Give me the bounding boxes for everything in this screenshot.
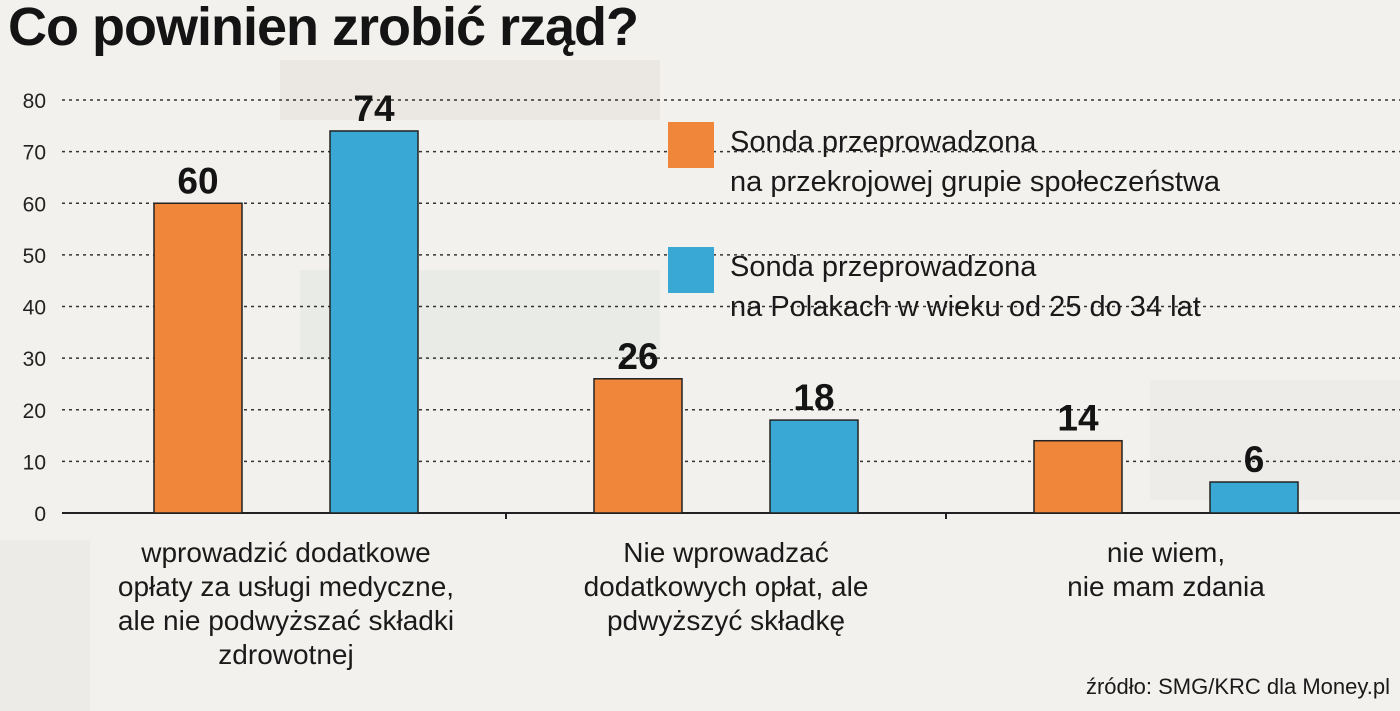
- legend-swatch-series-1: [668, 122, 714, 168]
- y-tick-label: 80: [23, 90, 46, 113]
- bar-series-2-cat-1: [329, 130, 419, 514]
- category-label-1: wprowadzić dodatkowe opłaty za usługi me…: [117, 537, 455, 670]
- value-label-series-1-cat-2: 26: [617, 336, 658, 377]
- value-label-series-1-cat-3: 14: [1057, 398, 1099, 439]
- y-tick-label: 20: [23, 400, 46, 423]
- value-label-series-2-cat-1: 74: [353, 88, 395, 129]
- legend-label-series-2: Sonda przeprowadzona na Polakach w wieku…: [730, 251, 1201, 323]
- source-note: źródło: SMG/KRC dla Money.pl: [1085, 674, 1390, 699]
- bar-series-1-cat-2: [593, 378, 683, 514]
- legend-swatch-series-2: [668, 247, 714, 293]
- bar-series-2-cat-2: [769, 419, 859, 514]
- bar-series-1-cat-3: [1033, 439, 1123, 514]
- y-tick-label: 30: [23, 348, 46, 371]
- value-label-series-2-cat-2: 18: [793, 377, 834, 418]
- category-label-3: nie wiem, nie mam zdania: [1067, 537, 1265, 602]
- y-tick-label: 10: [23, 451, 46, 474]
- bar-series-2-cat-3: [1209, 481, 1299, 514]
- y-tick-label: 40: [23, 297, 46, 320]
- y-tick-label: 0: [34, 503, 46, 526]
- bar-series-1-cat-1: [153, 202, 243, 514]
- chart-title: Co powinien zrobić rząd?: [8, 0, 639, 57]
- value-label-series-1-cat-1: 60: [177, 160, 218, 201]
- y-tick-label: 70: [23, 142, 46, 165]
- y-tick-label: 50: [23, 245, 46, 268]
- category-label-2: Nie wprowadzać dodatkowych opłat, ale pd…: [583, 537, 869, 636]
- legend-label-series-1: Sonda przeprowadzona na przekrojowej gru…: [730, 126, 1221, 198]
- value-label-series-2-cat-3: 6: [1244, 439, 1265, 480]
- y-tick-label: 60: [23, 193, 46, 216]
